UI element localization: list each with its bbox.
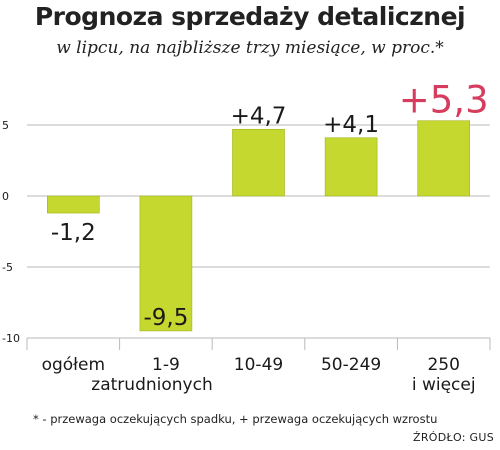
source-label: ŹRÓDŁO: GUS [412,431,494,444]
chart-subtitle: w lipcu, na najbliższe trzy miesiące, w … [56,38,444,58]
y-tick-label: 0 [2,190,9,203]
category-label: 50-249 [321,355,381,375]
bar [417,120,471,197]
y-tick-label: -5 [2,261,13,274]
bar [324,137,378,197]
y-tick-label: 5 [2,119,9,132]
bar [139,195,193,332]
category-group-label: zatrudnionych [91,375,212,395]
value-label: +4,7 [231,103,287,129]
category-label: 1-9 [152,355,180,375]
value-label-highlight: +5,3 [399,79,489,122]
value-label: -1,2 [51,220,96,246]
category-label: 10-49 [234,355,283,375]
y-tick-label: -10 [2,332,20,345]
category-label: ogółem [42,355,105,375]
value-label: +4,1 [323,112,379,138]
category-label: i więcej [412,375,476,395]
bar [46,195,100,214]
bar [232,128,285,197]
footnote: * - przewaga oczekujących spadku, + prze… [33,412,438,426]
value-label: -9,5 [143,305,188,331]
chart-title: Prognoza sprzedaży detalicznej [34,2,466,31]
category-label: 250 [427,355,459,375]
